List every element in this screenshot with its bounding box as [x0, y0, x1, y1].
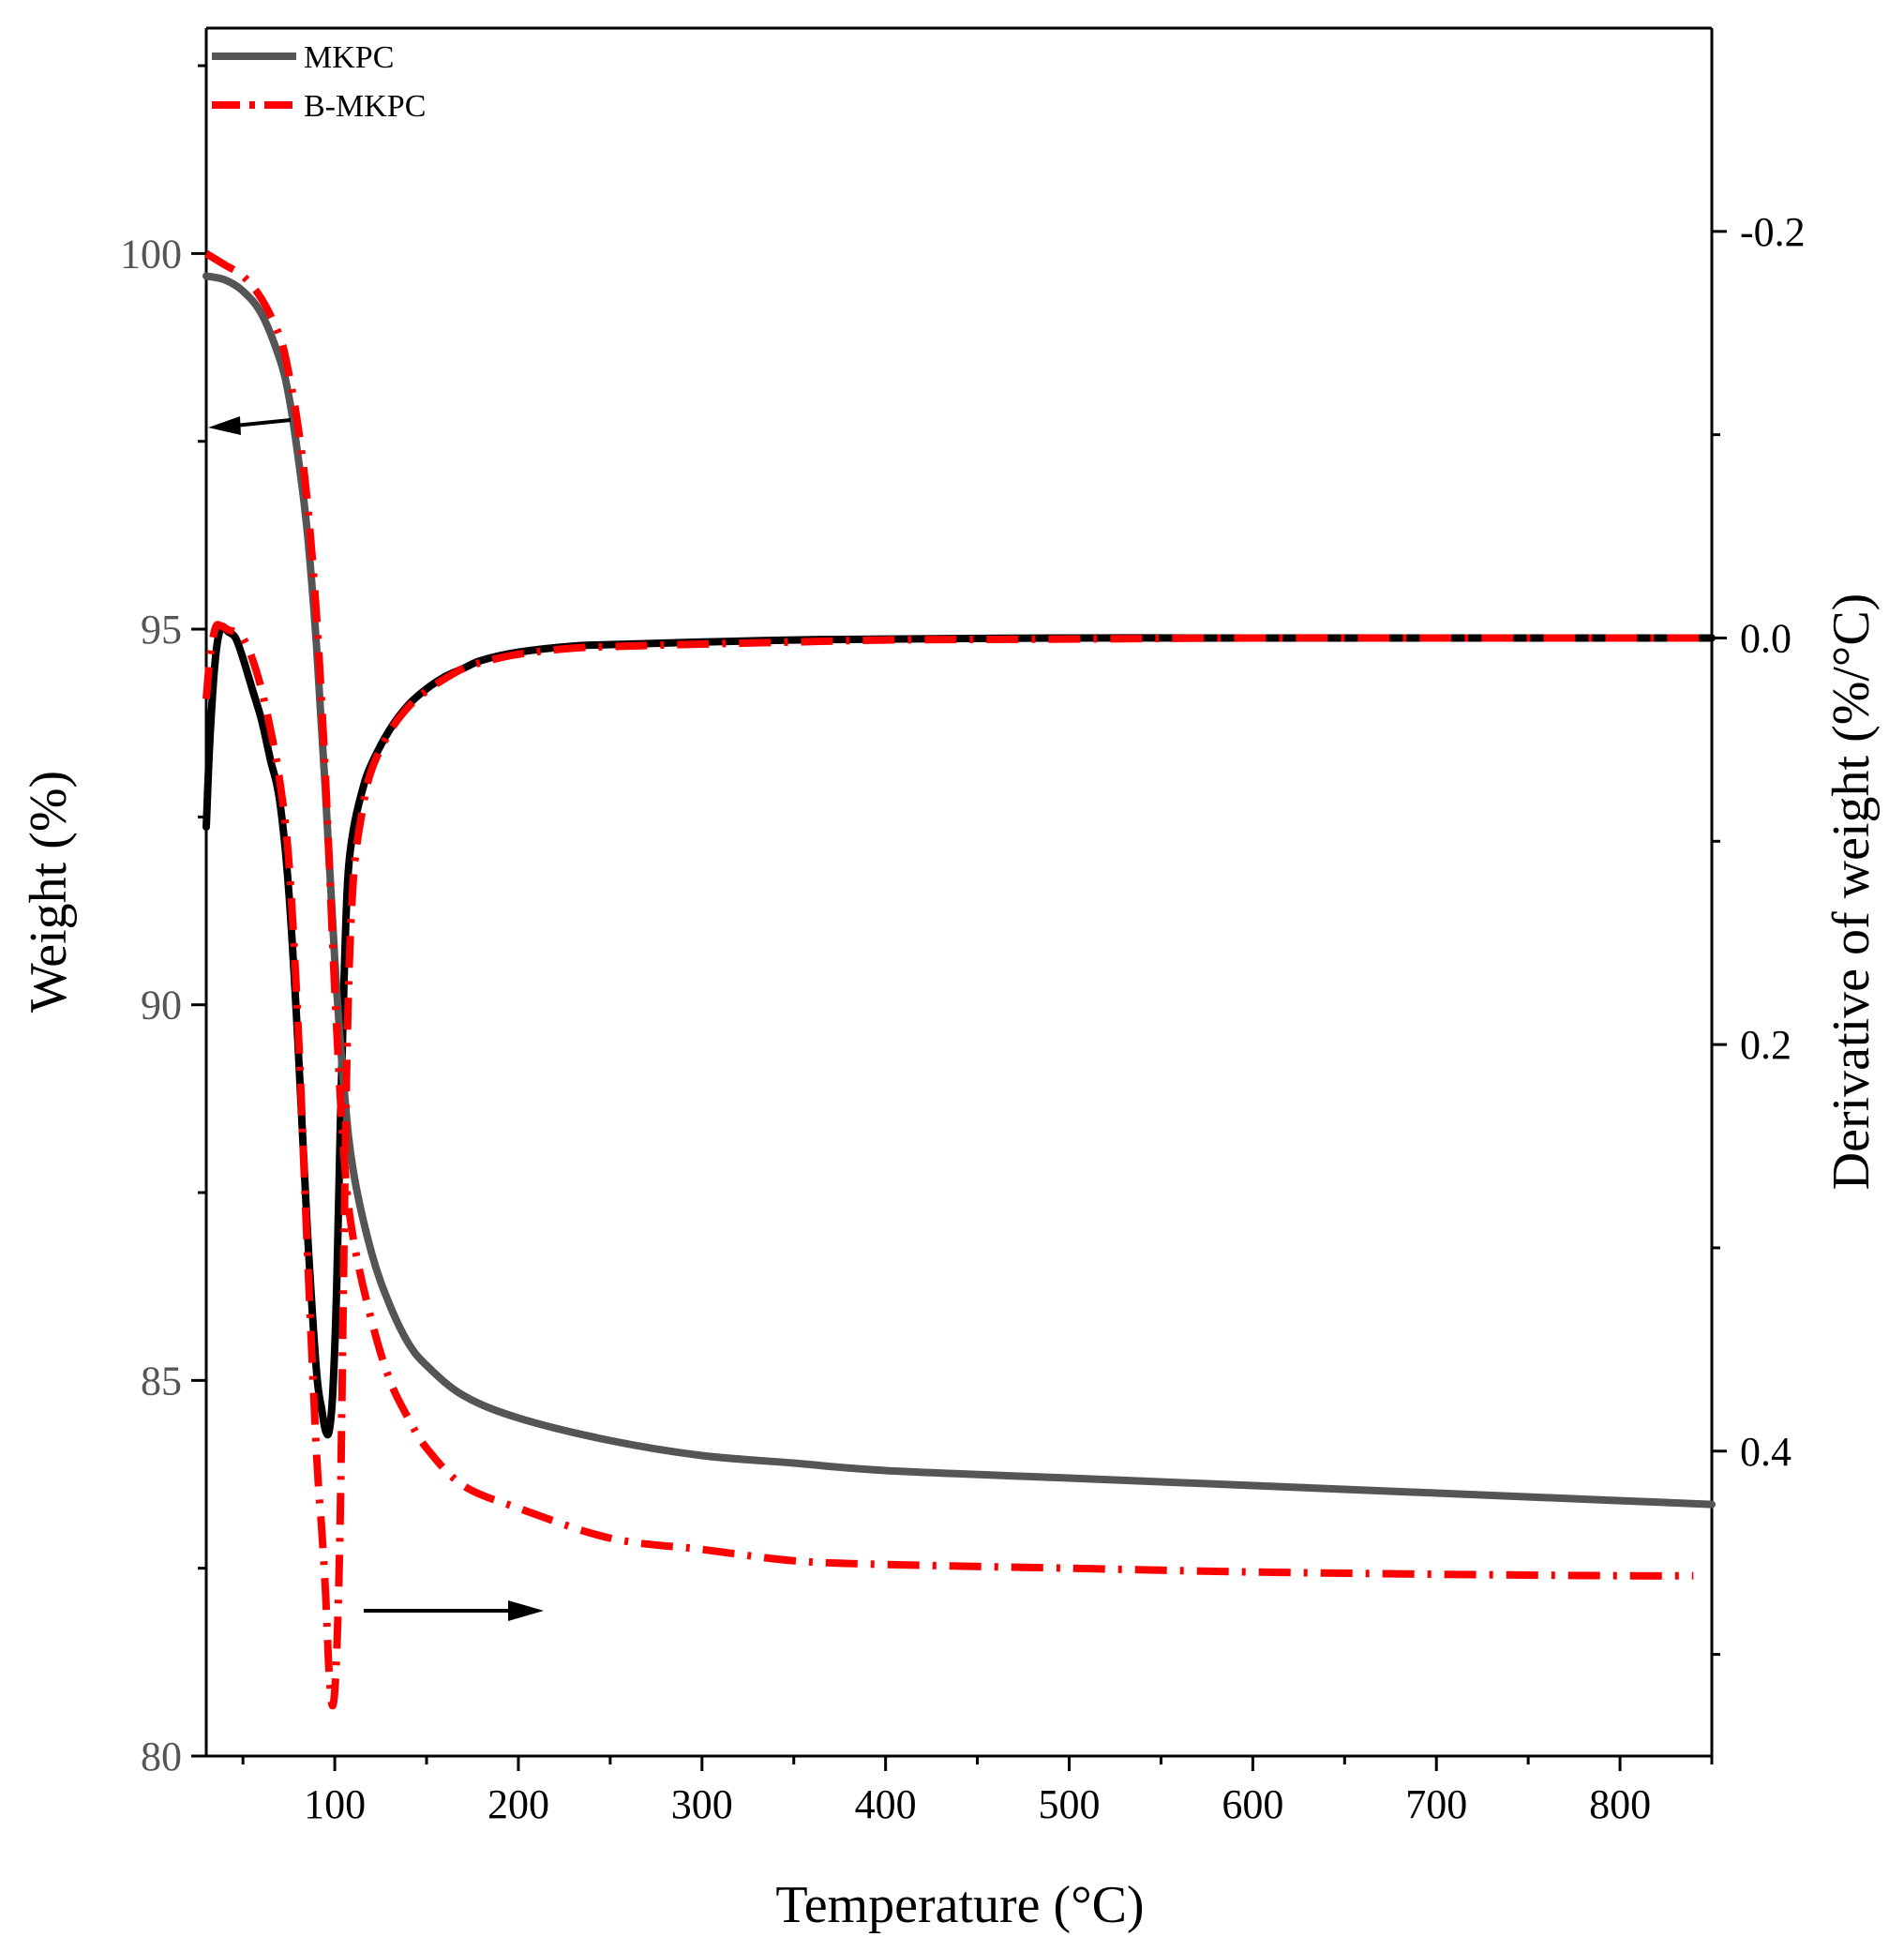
- x-tick-label-200: 200: [487, 1781, 549, 1827]
- left-axis-title: Weight (%): [20, 771, 78, 1013]
- left-tick-label-85: 85: [141, 1358, 182, 1404]
- series-line-mkpc-dtg: [202, 623, 1716, 1439]
- series-line-b-mkpc-dtg: [202, 621, 1712, 1710]
- left-tick-label-95: 95: [141, 607, 182, 653]
- right-axis-title: Derivative of weight (%/°C): [1822, 593, 1881, 1191]
- plot-frame: [204, 26, 1714, 1758]
- x-tick-label-400: 400: [855, 1781, 917, 1827]
- right-tick-label-0: -0.2: [1740, 209, 1806, 255]
- x-tick-label-500: 500: [1039, 1781, 1101, 1827]
- left-axis-ticks: 80 85 90 95 100: [120, 64, 206, 1779]
- series-line-mkpc: [202, 272, 1716, 1509]
- left-tick-label-100: 100: [120, 231, 182, 277]
- right-tick-label-3: 0.4: [1740, 1429, 1792, 1475]
- right-axis-arrow-icon: [364, 1600, 544, 1621]
- legend: MKPC B-MKPC: [212, 40, 426, 124]
- legend-label-b-mkpc: B-MKPC: [304, 89, 426, 124]
- right-axis-ticks: -0.2 0.0 0.2 0.4: [1712, 209, 1806, 1657]
- left-tick-label-80: 80: [141, 1734, 182, 1779]
- legend-label-mkpc: MKPC: [304, 40, 394, 75]
- left-axis-arrow-icon: [208, 416, 292, 435]
- x-tick-label-800: 800: [1589, 1781, 1651, 1827]
- left-tick-label-90: 90: [141, 983, 182, 1029]
- x-tick-label-100: 100: [304, 1781, 366, 1827]
- axis-indicator-arrows: [208, 416, 544, 1621]
- x-axis-ticks: 100 200 300 400 500 600 700 800: [241, 1756, 1714, 1827]
- x-axis-title: Temperature (°C): [775, 1876, 1144, 1934]
- x-tick-label-600: 600: [1222, 1781, 1283, 1827]
- x-tick-label-300: 300: [671, 1781, 733, 1827]
- right-tick-label-1: 0.0: [1740, 615, 1792, 661]
- series-line-b-mkpc: [203, 249, 1694, 1580]
- x-tick-label-700: 700: [1405, 1781, 1467, 1827]
- right-tick-label-2: 0.2: [1740, 1022, 1792, 1068]
- series-lines: [202, 249, 1716, 1710]
